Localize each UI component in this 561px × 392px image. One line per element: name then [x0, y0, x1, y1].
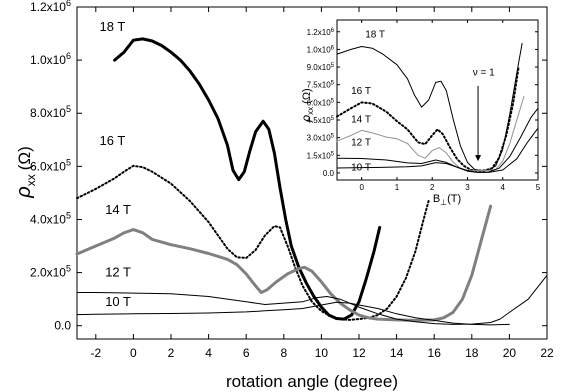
inset-y-tick-label: 1.5x105	[307, 151, 335, 160]
y-tick-label: 2.0x105	[30, 264, 71, 280]
inset-x-tick-label: 3	[465, 183, 470, 192]
main-plot-frame	[76, 6, 548, 340]
inset-y-tick-label: 1.2x106	[307, 28, 335, 37]
inset-x-axis-title: B⊥(T)	[433, 193, 461, 207]
y-axis-title-unit: (Ω)	[15, 146, 34, 170]
series-label: 12 T	[105, 265, 131, 280]
inset-annotation-arrowhead	[475, 155, 482, 162]
inset-x-axis-title-symbol: B	[433, 193, 440, 205]
inset-y-axis-title-symbol: ρ	[299, 115, 313, 123]
x-tick-label: 10	[315, 346, 329, 360]
inset-x-tick-label: 0	[359, 183, 364, 192]
inset-series-label: 10 T	[351, 163, 371, 174]
series-16t	[76, 164, 430, 321]
inset-series-label: 16 T	[351, 86, 371, 97]
main-ticks: -2 0 2 4 6 8 10 12 14 16 18 20 220.02.0x1054.0x1056.…	[30, 0, 554, 360]
inset-series-18t	[336, 43, 523, 172]
inset-x-tick-label: 2	[430, 183, 435, 192]
y-axis-title-subscript: xx	[24, 174, 38, 186]
x-tick-label: 14	[390, 346, 404, 360]
inset-series-label: 18 T	[365, 30, 385, 41]
inset-x-axis-title-subscript: ⊥	[440, 198, 447, 207]
y-tick-label: 4.0x105	[30, 210, 71, 226]
series-label: 14 T	[105, 202, 131, 217]
y-axis-title-symbol: ρ	[13, 186, 35, 198]
inset-series-labels: 18 T 16 T 14 T 12 T 10 T	[351, 30, 385, 174]
inset-x-tick-label: 5	[536, 183, 541, 192]
inset-y-axis-title-unit: (Ω)	[301, 88, 313, 104]
inset-x-tick-label: 1	[395, 183, 400, 192]
x-tick-label: -2	[90, 346, 101, 360]
x-tick-label: 16	[428, 346, 442, 360]
x-axis-title: rotation angle (degree)	[226, 372, 398, 391]
inset-y-tick-label: 7.5x105	[307, 81, 335, 90]
series-label: 16 T	[100, 133, 126, 148]
y-axis-title: ρxx (Ω)	[13, 146, 38, 199]
inset-x-tick-label: 4	[501, 183, 506, 192]
series-label: 18 T	[100, 19, 126, 34]
inset-y-tick-label: 3.0x105	[307, 134, 335, 143]
x-tick-label: 0	[130, 346, 137, 360]
x-tick-label: 20	[503, 346, 517, 360]
x-tick-label: 2	[168, 346, 175, 360]
inset-y-axis-title: ρxx (Ω)	[299, 88, 315, 122]
inset-y-tick-label: 0.0	[323, 169, 335, 178]
y-tick-label: 1.2x106	[30, 0, 71, 14]
x-tick-label: 4	[205, 346, 212, 360]
x-tick-label: 6	[243, 346, 250, 360]
y-tick-label: 1.0x106	[30, 51, 71, 67]
inset-x-axis-title-unit: (T)	[447, 193, 461, 205]
inset-background	[336, 19, 539, 181]
inset-y-tick-label: 6.0x105	[307, 98, 335, 107]
inset-series-label: 14 T	[351, 114, 371, 125]
x-tick-label: 18	[465, 346, 479, 360]
y-tick-label: 6.0x105	[30, 157, 71, 173]
series-10t	[76, 301, 510, 326]
x-tick-label: 12	[352, 346, 366, 360]
inset-y-tick-label: 1.0x106	[307, 45, 335, 54]
inset-series-label: 12 T	[351, 137, 371, 148]
inset-series	[336, 43, 539, 173]
inset-annotation-label: ν = 1	[473, 67, 495, 78]
x-tick-label: 8	[280, 346, 287, 360]
x-tick-label: 22	[540, 346, 554, 360]
inset-annotation: ν = 1	[473, 67, 495, 162]
y-tick-label: 8.0x105	[30, 104, 71, 120]
inset-series-16t	[336, 66, 520, 172]
inset-y-tick-label: 4.5x105	[307, 116, 335, 125]
inset-y-axis-title-subscript: xx	[306, 107, 315, 115]
inset-ticks: 0 1 2 3 4 5 0.0 1.5x105 3.0x105 4.5x105 6.0x105 7.5…	[307, 20, 541, 192]
y-tick-label: 0.0	[54, 319, 71, 333]
inset-series-14t	[336, 96, 525, 172]
main-series-labels: 18 T 16 T 14 T 12 T 10 T	[100, 19, 131, 309]
series-label: 10 T	[105, 294, 131, 309]
main-plot: -2 0 2 4 6 8 10 12 14 16 18 20 220.02.0x1054.0x1056.…	[13, 0, 554, 391]
main-series	[75, 37, 548, 326]
inset-plot: 0 1 2 3 4 5 0.0 1.5x105 3.0x105 4.5x105 6.0x105 7.5…	[299, 19, 541, 207]
inset-series-10t	[336, 127, 539, 173]
inset-y-tick-label: 9.0x105	[307, 63, 335, 72]
